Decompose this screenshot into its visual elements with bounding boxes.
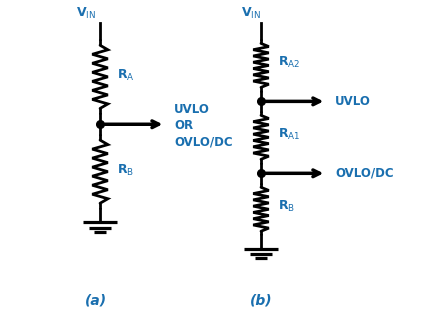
Text: R$_{\mathsf{B}}$: R$_{\mathsf{B}}$ bbox=[278, 198, 295, 214]
Text: OR: OR bbox=[174, 119, 193, 132]
Text: (a): (a) bbox=[85, 293, 106, 307]
Text: R$_{\mathsf{B}}$: R$_{\mathsf{B}}$ bbox=[117, 163, 134, 178]
Text: R$_{\mathsf{A1}}$: R$_{\mathsf{A1}}$ bbox=[278, 127, 300, 142]
Text: OVLO/DC: OVLO/DC bbox=[334, 167, 393, 180]
Text: OVLO/DC: OVLO/DC bbox=[174, 136, 232, 149]
Text: R$_{\mathsf{A}}$: R$_{\mathsf{A}}$ bbox=[117, 68, 135, 83]
Text: UVLO: UVLO bbox=[174, 103, 209, 116]
Text: V$_{\mathsf{IN}}$: V$_{\mathsf{IN}}$ bbox=[76, 6, 96, 21]
Text: (b): (b) bbox=[249, 293, 272, 307]
Text: UVLO: UVLO bbox=[334, 95, 370, 108]
Text: R$_{\mathsf{A2}}$: R$_{\mathsf{A2}}$ bbox=[278, 55, 300, 70]
Text: V$_{\mathsf{IN}}$: V$_{\mathsf{IN}}$ bbox=[241, 6, 261, 21]
